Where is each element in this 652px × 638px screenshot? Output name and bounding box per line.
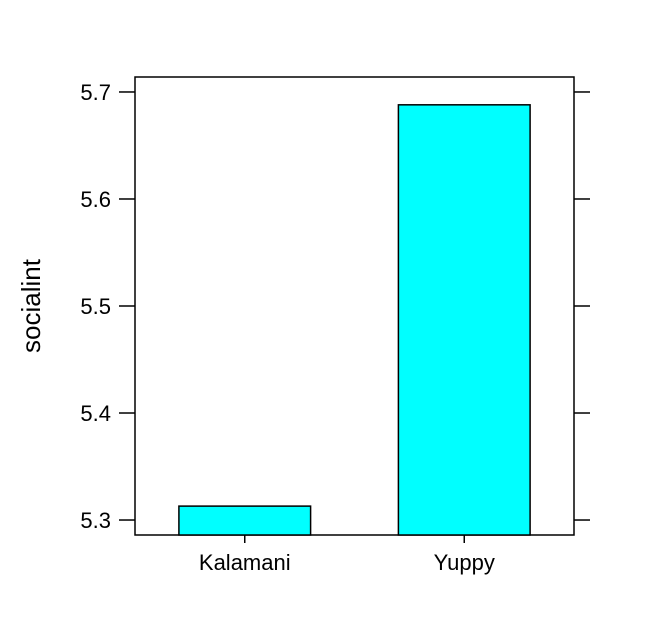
bars-layer	[178, 104, 531, 536]
bar-yuppy	[397, 104, 531, 536]
y-axis-label: socialint	[16, 258, 46, 353]
ticks-layer	[119, 91, 590, 543]
x-tick-label: Yuppy	[434, 550, 495, 575]
x-tick-label: Kalamani	[199, 550, 291, 575]
y-tick-label: 5.6	[80, 187, 111, 212]
labels-layer: Kalamani Yuppy 5.3 5.4 5.5 5.6 5.7	[80, 80, 494, 575]
bar-kalamani	[178, 505, 312, 536]
y-tick-label: 5.3	[80, 508, 111, 533]
y-tick-label: 5.4	[80, 401, 111, 426]
y-tick-label: 5.5	[80, 294, 111, 319]
y-tick-label: 5.7	[80, 80, 111, 105]
